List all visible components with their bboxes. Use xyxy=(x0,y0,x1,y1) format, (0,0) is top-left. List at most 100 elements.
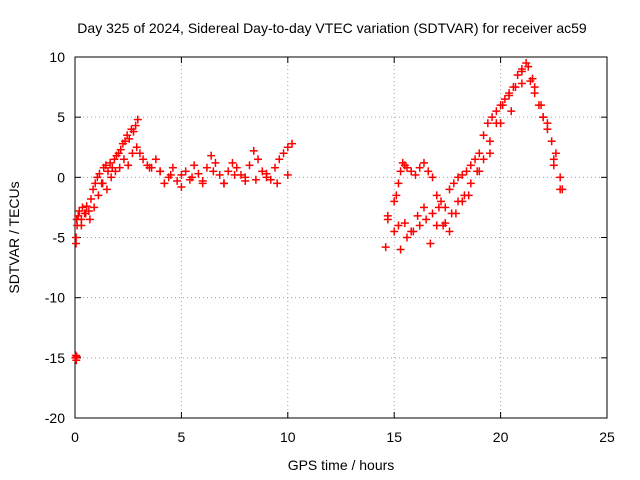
data-point xyxy=(156,167,165,176)
y-tick-label: -10 xyxy=(45,290,65,306)
y-axis-ticks: -20 -15 -10 -5 0 5 10 xyxy=(45,49,607,426)
data-point xyxy=(428,209,437,218)
data-point xyxy=(119,155,128,164)
data-point xyxy=(125,134,134,143)
data-point xyxy=(103,167,112,176)
data-point xyxy=(511,83,520,92)
data-point xyxy=(190,161,199,170)
data-point xyxy=(194,169,203,178)
data-point xyxy=(72,215,81,224)
data-point xyxy=(415,163,424,172)
y-axis-label: SDTVAR / TECUs xyxy=(6,181,22,293)
data-point xyxy=(90,203,99,212)
data-point xyxy=(451,209,460,218)
data-point xyxy=(128,149,137,158)
x-axis-ticks: 0 5 10 15 20 25 xyxy=(71,57,615,445)
data-point xyxy=(498,101,507,110)
data-point xyxy=(432,191,441,200)
data-point xyxy=(496,119,505,128)
y-tick-label: -20 xyxy=(45,410,65,426)
data-point xyxy=(419,158,428,167)
y-tick-label: 0 xyxy=(57,169,65,185)
data-point xyxy=(230,170,239,179)
data-point xyxy=(241,173,250,182)
data-point xyxy=(135,149,144,158)
data-point xyxy=(390,197,399,206)
data-point xyxy=(402,163,411,172)
data-point xyxy=(166,170,175,179)
data-point xyxy=(160,179,169,188)
data-point xyxy=(547,137,556,146)
data-point xyxy=(462,167,471,176)
data-point xyxy=(283,170,292,179)
data-point xyxy=(279,149,288,158)
data-point xyxy=(549,161,558,170)
data-point xyxy=(72,352,81,361)
data-point xyxy=(72,239,81,248)
data-point xyxy=(407,227,416,236)
data-point xyxy=(94,191,103,200)
data-point xyxy=(145,163,154,172)
data-point xyxy=(400,219,409,228)
data-point xyxy=(121,137,130,146)
y-tick-label: 5 xyxy=(57,109,65,125)
data-point xyxy=(89,185,98,194)
data-point xyxy=(168,163,177,172)
data-point xyxy=(188,173,197,182)
data-point xyxy=(396,245,405,254)
data-point xyxy=(215,170,224,179)
data-point xyxy=(394,221,403,230)
data-point xyxy=(245,161,254,170)
data-point xyxy=(426,239,435,248)
data-point xyxy=(254,155,263,164)
data-point xyxy=(454,173,463,182)
data-point xyxy=(445,185,454,194)
data-point xyxy=(475,149,484,158)
x-tick-label: 10 xyxy=(280,429,296,445)
data-point xyxy=(78,203,87,212)
data-point xyxy=(262,169,271,178)
data-point xyxy=(82,202,91,211)
data-point xyxy=(224,167,233,176)
data-point xyxy=(115,163,124,172)
data-point xyxy=(530,83,539,92)
data-point xyxy=(539,113,548,122)
data-point xyxy=(424,167,433,176)
data-point xyxy=(77,221,86,230)
data-point xyxy=(209,167,218,176)
data-point xyxy=(288,139,297,148)
data-point xyxy=(151,155,160,164)
data-point xyxy=(445,227,454,236)
data-point xyxy=(129,127,138,136)
chart-title: Day 325 of 2024, Sidereal Day-to-day VTE… xyxy=(77,20,587,36)
data-point xyxy=(392,191,401,200)
data-point xyxy=(458,170,467,179)
data-point xyxy=(492,107,501,116)
data-point xyxy=(228,158,237,167)
data-point xyxy=(102,185,111,194)
data-point xyxy=(116,145,125,154)
data-point xyxy=(505,91,514,100)
x-tick-label: 5 xyxy=(178,429,186,445)
data-point xyxy=(458,197,467,206)
data-point xyxy=(232,163,241,172)
data-point xyxy=(107,173,116,182)
data-point xyxy=(132,143,141,152)
y-tick-label: 10 xyxy=(49,49,65,65)
data-point xyxy=(500,95,509,104)
x-tick-label: 20 xyxy=(493,429,509,445)
data-point xyxy=(466,161,475,170)
data-point xyxy=(475,167,484,176)
y-tick-label: -15 xyxy=(45,350,65,366)
data-point xyxy=(86,194,95,203)
x-tick-label: 0 xyxy=(71,429,79,445)
grid-lines xyxy=(75,57,607,418)
data-point xyxy=(488,113,497,122)
x-axis-label: GPS time / hours xyxy=(288,457,395,473)
data-point xyxy=(483,119,492,128)
data-point xyxy=(428,173,437,182)
data-point xyxy=(202,163,211,172)
data-point xyxy=(513,71,522,80)
data-point xyxy=(273,179,282,188)
data-point xyxy=(479,155,488,164)
